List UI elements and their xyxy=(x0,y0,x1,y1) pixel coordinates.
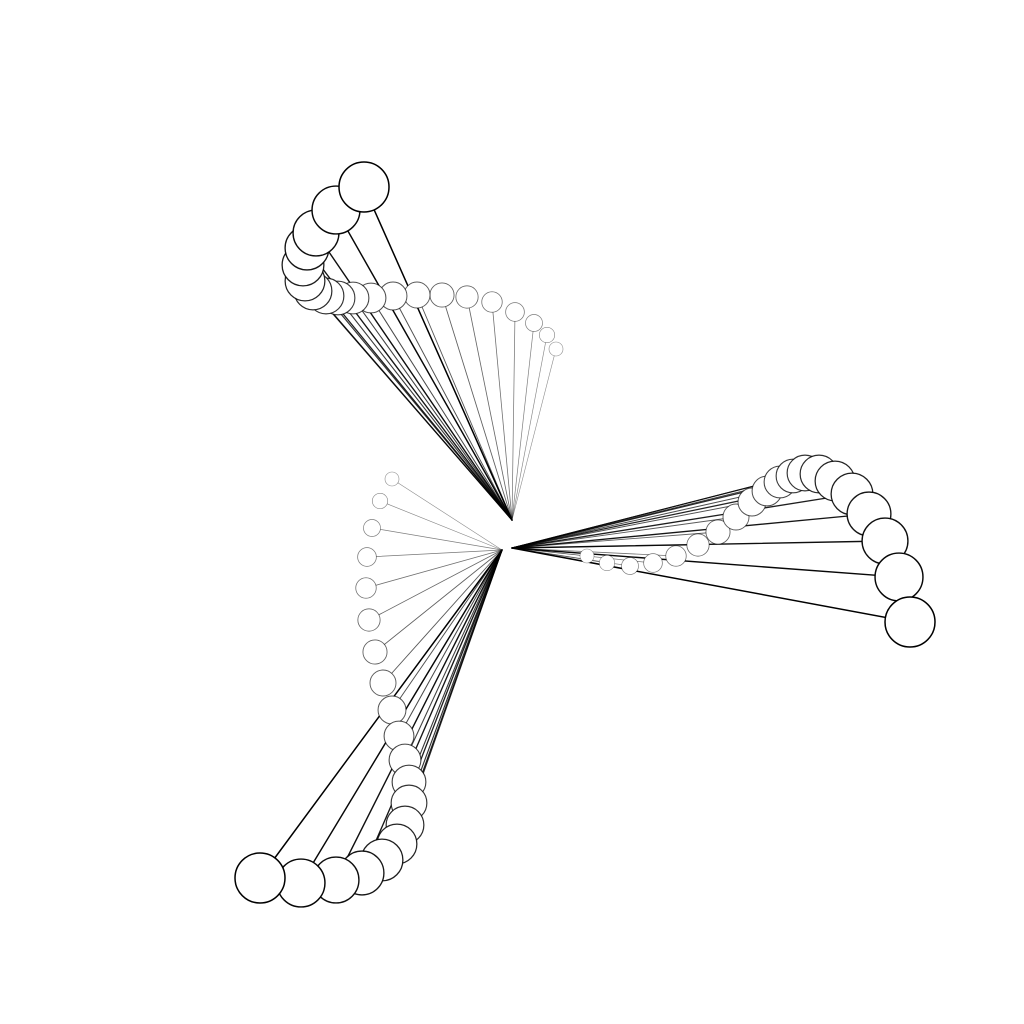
node-circle xyxy=(362,639,388,665)
node-circle xyxy=(665,545,687,567)
spoke-line xyxy=(491,301,513,521)
spoke-line xyxy=(511,493,853,549)
spoke-line xyxy=(511,322,535,521)
spoke-line xyxy=(511,513,870,549)
node-circle xyxy=(481,291,503,313)
spoke-line xyxy=(511,547,900,578)
node-circle xyxy=(377,695,407,725)
node-circle xyxy=(705,519,731,545)
spoke-line xyxy=(361,549,503,874)
node-circle xyxy=(357,547,377,567)
node-circle xyxy=(369,669,397,697)
node-circle xyxy=(357,608,381,632)
node-circle xyxy=(579,548,595,564)
node-circle xyxy=(384,471,400,487)
spoke-line xyxy=(335,209,513,521)
node-circle xyxy=(505,302,525,322)
spoke-line xyxy=(368,549,503,621)
node-circle xyxy=(429,282,455,308)
spoke-line xyxy=(404,549,503,761)
spoke-line xyxy=(304,280,513,521)
spoke-line xyxy=(466,296,513,521)
arm-top xyxy=(281,161,564,521)
arms-group xyxy=(234,161,936,908)
spoke-line xyxy=(398,549,503,737)
spoke-line xyxy=(441,294,513,521)
node-circle xyxy=(234,852,286,904)
spoke-line xyxy=(391,478,503,551)
spoke-line xyxy=(511,547,911,623)
spoke-line xyxy=(315,232,513,521)
node-circle xyxy=(598,554,616,572)
spoke-line xyxy=(337,297,513,521)
spoke-line xyxy=(366,549,503,558)
node-circle xyxy=(455,285,479,309)
node-circle xyxy=(338,161,390,213)
spoke-line xyxy=(511,516,737,549)
spoke-line xyxy=(416,294,513,521)
spoke-line xyxy=(370,297,513,521)
spoke-line xyxy=(352,297,513,521)
spoke-line xyxy=(392,295,513,521)
spoke-line xyxy=(365,549,503,589)
arm-right xyxy=(511,454,936,648)
spoke-line xyxy=(382,549,503,684)
spoke-line xyxy=(511,490,768,549)
spoke-line xyxy=(511,334,548,521)
node-circle xyxy=(355,577,377,599)
node-circle xyxy=(884,596,936,648)
spoke-line xyxy=(371,527,503,551)
node-circle xyxy=(621,557,639,575)
node-circle xyxy=(538,326,556,344)
spoke-line xyxy=(391,549,503,711)
spoke-line xyxy=(335,549,503,881)
node-circle xyxy=(371,492,389,510)
spoke-line xyxy=(379,500,503,551)
node-circle xyxy=(548,341,564,357)
node-circle xyxy=(363,519,381,537)
node-circle xyxy=(643,553,663,573)
spoke-line xyxy=(374,549,503,653)
spoke-line xyxy=(511,348,557,521)
node-circle xyxy=(403,281,431,309)
node-circle xyxy=(874,552,924,602)
node-circle xyxy=(525,314,543,332)
spoke-line xyxy=(363,186,513,521)
arm-bottom xyxy=(234,471,503,908)
node-circle xyxy=(686,533,710,557)
spoke-line xyxy=(511,311,516,521)
